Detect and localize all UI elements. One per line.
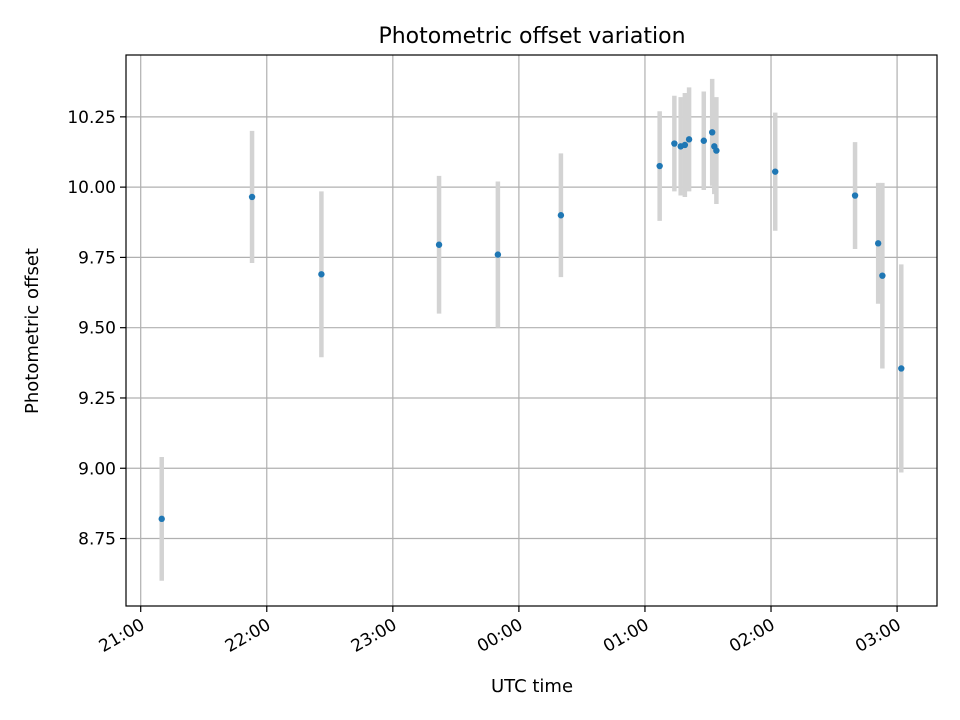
x-tick-label: 03:00 (852, 615, 904, 657)
point-layer (158, 129, 905, 523)
data-point (158, 515, 165, 523)
x-tick-label: 00:00 (474, 615, 526, 657)
data-point (494, 251, 502, 258)
y-axis: 8.75 9.00 9.25 9.50 9.75 10.00 10.25 (67, 108, 126, 550)
data-point (700, 137, 707, 144)
data-point (851, 192, 859, 199)
x-tick-label: 21:00 (96, 615, 148, 657)
x-tick-label: 22:00 (222, 615, 274, 657)
data-point (685, 136, 693, 143)
data-point (318, 271, 325, 278)
x-tick-label: 02:00 (726, 615, 778, 657)
y-tick-label: 8.75 (78, 530, 116, 550)
grid-layer (126, 55, 937, 606)
data-point (898, 365, 905, 372)
errorbar-layer (159, 78, 904, 581)
y-axis-label: Photometric offset (22, 248, 43, 414)
data-point (874, 240, 882, 247)
plot-frame (125, 54, 938, 607)
data-point (248, 193, 256, 201)
data-point (772, 168, 779, 175)
data-point (879, 272, 886, 279)
x-axis-label: UTC time (491, 676, 573, 697)
x-tick-label: 23:00 (348, 615, 400, 657)
y-tick-label: 10.00 (67, 178, 116, 198)
y-tick-label: 9.25 (78, 389, 116, 409)
y-tick-label: 9.75 (78, 248, 116, 268)
y-tick-label: 9.50 (78, 319, 116, 339)
x-axis: 21:00 22:00 23:00 00:00 01:00 02:00 03:00 (96, 606, 905, 657)
data-point (557, 212, 565, 219)
chart-title: Photometric offset variation (378, 24, 685, 49)
data-point (435, 241, 443, 248)
data-point (681, 141, 689, 149)
data-point (713, 147, 720, 154)
data-point (656, 162, 663, 170)
x-tick-label: 01:00 (600, 615, 652, 657)
data-point (671, 140, 678, 147)
data-point (708, 129, 716, 136)
y-tick-label: 10.25 (67, 108, 116, 128)
y-tick-label: 9.00 (78, 459, 116, 479)
